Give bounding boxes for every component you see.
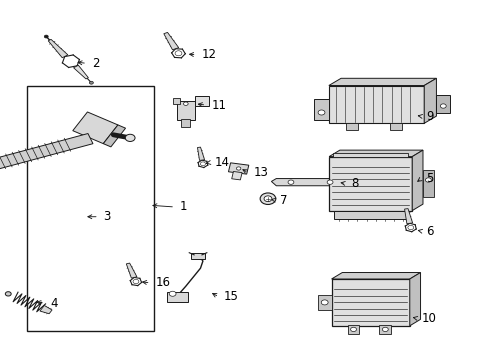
Circle shape xyxy=(287,180,293,184)
Text: 3: 3 xyxy=(103,210,111,223)
Bar xyxy=(389,122,401,130)
Polygon shape xyxy=(40,305,52,314)
Circle shape xyxy=(125,134,135,141)
Circle shape xyxy=(264,196,271,202)
Text: 9: 9 xyxy=(426,110,433,123)
Bar xyxy=(195,96,209,106)
Polygon shape xyxy=(197,147,204,161)
Polygon shape xyxy=(73,65,88,79)
Bar xyxy=(436,95,449,112)
Text: 4: 4 xyxy=(50,297,57,310)
Polygon shape xyxy=(163,32,178,50)
Text: 10: 10 xyxy=(421,312,435,325)
Bar xyxy=(422,170,433,197)
Circle shape xyxy=(350,327,356,332)
Circle shape xyxy=(382,327,387,332)
Bar xyxy=(332,153,407,157)
Circle shape xyxy=(169,291,176,296)
Bar xyxy=(191,253,204,259)
Polygon shape xyxy=(331,273,420,279)
Text: 14: 14 xyxy=(214,156,229,169)
Bar xyxy=(176,101,195,120)
Bar xyxy=(333,211,407,219)
Bar xyxy=(332,178,344,189)
Text: 12: 12 xyxy=(201,48,216,61)
Polygon shape xyxy=(48,39,68,58)
Text: 15: 15 xyxy=(224,291,238,303)
Polygon shape xyxy=(228,163,248,174)
Polygon shape xyxy=(411,150,422,211)
Bar xyxy=(347,325,359,334)
Text: 8: 8 xyxy=(350,177,358,190)
Bar xyxy=(317,295,331,310)
Bar xyxy=(379,325,390,334)
Circle shape xyxy=(321,300,327,305)
Bar xyxy=(328,85,423,123)
Text: 16: 16 xyxy=(155,276,170,289)
Polygon shape xyxy=(404,208,412,224)
Circle shape xyxy=(236,167,240,170)
Bar xyxy=(328,157,411,211)
Circle shape xyxy=(440,104,446,108)
Circle shape xyxy=(183,102,188,105)
Bar xyxy=(181,119,190,127)
Circle shape xyxy=(326,180,332,184)
Bar xyxy=(313,99,328,120)
Bar xyxy=(27,86,154,331)
Polygon shape xyxy=(328,78,436,85)
Text: 5: 5 xyxy=(426,172,433,185)
Bar xyxy=(346,122,357,130)
Bar xyxy=(331,279,409,326)
Circle shape xyxy=(317,110,324,115)
Text: 1: 1 xyxy=(180,201,187,213)
Polygon shape xyxy=(231,171,242,180)
Bar xyxy=(172,98,180,104)
Circle shape xyxy=(5,292,11,296)
Text: 2: 2 xyxy=(92,57,99,70)
Polygon shape xyxy=(409,273,420,326)
Text: 11: 11 xyxy=(211,99,226,112)
Text: 6: 6 xyxy=(426,225,433,238)
Polygon shape xyxy=(0,134,93,171)
Text: 7: 7 xyxy=(280,194,287,207)
Text: 13: 13 xyxy=(253,166,267,179)
Polygon shape xyxy=(328,150,422,157)
Polygon shape xyxy=(126,263,137,278)
Circle shape xyxy=(260,193,275,204)
Polygon shape xyxy=(103,125,125,147)
Polygon shape xyxy=(73,112,118,144)
Polygon shape xyxy=(424,78,436,123)
Circle shape xyxy=(89,81,93,84)
Bar xyxy=(166,292,188,302)
Polygon shape xyxy=(271,179,349,186)
Circle shape xyxy=(425,178,430,182)
Circle shape xyxy=(44,35,48,38)
